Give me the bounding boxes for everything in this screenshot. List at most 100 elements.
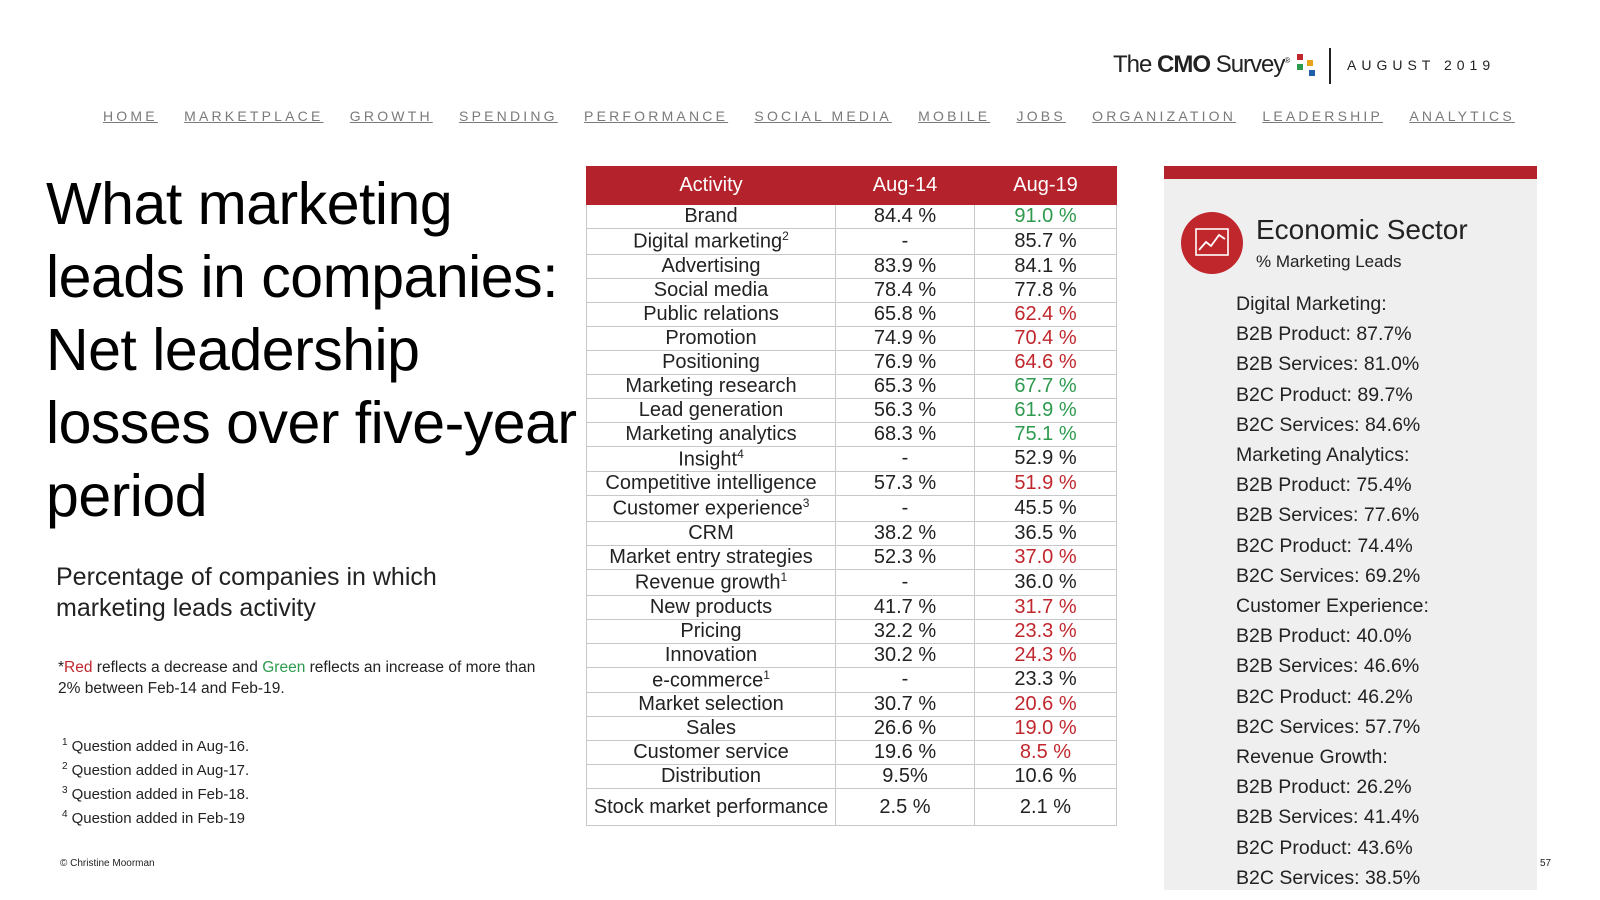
- nav-organization[interactable]: ORGANIZATION: [1092, 108, 1237, 124]
- table-row: Pricing 32.2 % 23.3 %: [586, 618, 1117, 644]
- table-row: Insight4-52.9 %: [586, 445, 1117, 473]
- aug14-cell: -: [835, 228, 975, 255]
- activity-cell: Market entry strategies: [586, 544, 836, 570]
- activity-cell: Public relations: [586, 301, 836, 327]
- aug19-cell: 31.7 %: [974, 594, 1117, 620]
- nav-marketplace[interactable]: MARKETPLACE: [184, 108, 324, 124]
- table-row: Market selection 30.7 % 20.6 %: [586, 692, 1117, 718]
- page-subtitle: Percentage of companies in which marketi…: [56, 563, 437, 622]
- aug19-cell: 77.8 %: [974, 277, 1117, 303]
- footnote: 2 Question added in Aug-17.: [62, 761, 250, 779]
- nav-performance[interactable]: PERFORMANCE: [584, 108, 729, 124]
- color-legend-note: *Red reflects a decrease and Green refle…: [58, 659, 536, 697]
- aug14-cell: 57.3 %: [835, 471, 975, 497]
- nav-growth[interactable]: GROWTH: [349, 108, 433, 124]
- activity-cell: Brand: [586, 204, 836, 229]
- sector-stat-line: B2C Services: 57.7%: [1236, 715, 1421, 738]
- table-row: Stock market performance 2.5 % 2.1 %: [586, 788, 1117, 827]
- activity-cell: Lead generation: [586, 397, 836, 423]
- aug14-cell: -: [835, 495, 975, 522]
- sector-stat-line: B2C Product: 89.7%: [1236, 383, 1413, 406]
- footnote: 4 Question added in Feb-19: [62, 809, 246, 827]
- table-row: Sales 26.6 % 19.0 %: [586, 716, 1117, 742]
- activity-cell: Promotion: [586, 325, 836, 351]
- nav-mobile[interactable]: MOBILE: [918, 108, 991, 124]
- page-number: 57: [1540, 858, 1552, 869]
- table-row: Distribution 9.5% 10.6 %: [586, 764, 1117, 790]
- activity-cell: Marketing analytics: [586, 421, 836, 447]
- activity-cell: New products: [586, 594, 836, 620]
- aug14-cell: 78.4 %: [835, 277, 975, 303]
- activity-cell: CRM: [586, 520, 836, 546]
- aug19-cell: 91.0 %: [974, 204, 1117, 229]
- aug14-cell: 76.9 %: [835, 349, 975, 375]
- nav-spending[interactable]: SPENDING: [459, 108, 558, 124]
- header-divider: [1329, 48, 1331, 84]
- nav-social-media[interactable]: SOCIAL MEDIA: [754, 108, 892, 124]
- aug19-cell: 51.9 %: [974, 471, 1117, 497]
- aug19-cell: 37.0 %: [974, 544, 1117, 570]
- aug14-cell: 74.9 %: [835, 325, 975, 351]
- aug14-cell: 84.4 %: [835, 204, 975, 229]
- activity-cell: Sales: [586, 716, 836, 742]
- nav-leadership[interactable]: LEADERSHIP: [1262, 108, 1384, 124]
- activity-cell: Advertising: [586, 253, 836, 279]
- economic-sector-panel: Economic Sector % Marketing Leads Digita…: [1164, 166, 1537, 890]
- aug14-cell: 19.6 %: [835, 740, 975, 766]
- aug19-cell: 67.7 %: [974, 373, 1117, 399]
- top-nav: HOME MARKETPLACE GROWTH SPENDING PERFORM…: [103, 108, 1515, 124]
- aug14-cell: 52.3 %: [835, 544, 975, 570]
- aug19-cell: 8.5 %: [974, 740, 1117, 766]
- activity-cell: e-commerce1: [586, 666, 836, 694]
- footnote: 1 Question added in Aug-16.: [62, 737, 250, 755]
- table-row: Competitive intelligence 57.3 % 51.9 %: [586, 471, 1117, 497]
- footnote: 3 Question added in Feb-18.: [62, 785, 250, 803]
- activity-cell: Revenue growth1: [586, 568, 836, 596]
- aug14-cell: 68.3 %: [835, 421, 975, 447]
- panel-subtitle: % Marketing Leads: [1256, 252, 1402, 271]
- sector-stat-line: B2B Services: 77.6%: [1236, 504, 1420, 527]
- aug19-cell: 70.4 %: [974, 325, 1117, 351]
- sector-stat-line: B2C Product: 43.6%: [1236, 836, 1413, 859]
- aug14-cell: 83.9 %: [835, 253, 975, 279]
- aug19-cell: 62.4 %: [974, 301, 1117, 327]
- table-row: Customer experience3-45.5 %: [586, 495, 1117, 522]
- nav-home[interactable]: HOME: [103, 108, 158, 124]
- table-row: Digital marketing2-85.7 %: [586, 228, 1117, 255]
- table-row: Promotion 74.9 % 70.4 %: [586, 325, 1117, 351]
- sector-stat-line: B2B Services: 46.6%: [1236, 655, 1420, 678]
- aug19-cell: 2.1 %: [974, 788, 1117, 827]
- survey-date: AUGUST 2019: [1347, 57, 1496, 73]
- aug19-cell: 36.0 %: [974, 568, 1117, 596]
- table-row: Customer service 19.6 % 8.5 %: [586, 740, 1117, 766]
- table-row: Positioning 76.9 % 64.6 %: [586, 349, 1117, 375]
- copyright: © Christine Moorman: [60, 858, 155, 869]
- aug14-cell: 9.5%: [835, 764, 975, 790]
- sector-stat-line: Customer Experience:: [1236, 595, 1429, 618]
- sector-stats-list: Digital Marketing: B2B Product: 87.7% B2B …: [1236, 289, 1429, 893]
- sector-stat-line: B2C Services: 84.6%: [1236, 413, 1421, 436]
- activity-cell: Distribution: [586, 764, 836, 790]
- table-row: Innovation 30.2 % 24.3 %: [586, 642, 1117, 668]
- activity-cell: Innovation: [586, 642, 836, 668]
- footnotes: 1 Question added in Aug-16. 2 Question add…: [62, 733, 249, 829]
- aug19-cell: 64.6 %: [974, 349, 1117, 375]
- cmo-survey-logo[interactable]: The CMO Survey®: [1113, 48, 1323, 82]
- line-chart-icon: [1181, 212, 1243, 274]
- sector-stat-line: B2B Product: 40.0%: [1236, 625, 1412, 648]
- activity-cell: Pricing: [586, 618, 836, 644]
- nav-jobs[interactable]: JOBS: [1016, 108, 1066, 124]
- activity-cell: Customer service: [586, 740, 836, 766]
- table-row: Market entry strategies 52.3 % 37.0 %: [586, 544, 1117, 570]
- sector-stat-line: Marketing Analytics:: [1236, 444, 1410, 467]
- table-row: Advertising 83.9 % 84.1 %: [586, 253, 1117, 279]
- aug19-cell: 36.5 %: [974, 520, 1117, 546]
- sector-stat-line: B2B Product: 75.4%: [1236, 474, 1412, 497]
- sector-stat-line: B2C Services: 38.5%: [1236, 866, 1421, 889]
- nav-analytics[interactable]: ANALYTICS: [1409, 108, 1515, 124]
- activity-cell: Marketing research: [586, 373, 836, 399]
- table-row: Social media 78.4 % 77.8 %: [586, 277, 1117, 303]
- aug19-cell: 45.5 %: [974, 495, 1117, 522]
- aug14-cell: 30.7 %: [835, 692, 975, 718]
- activity-cell: Stock market performance: [586, 788, 836, 827]
